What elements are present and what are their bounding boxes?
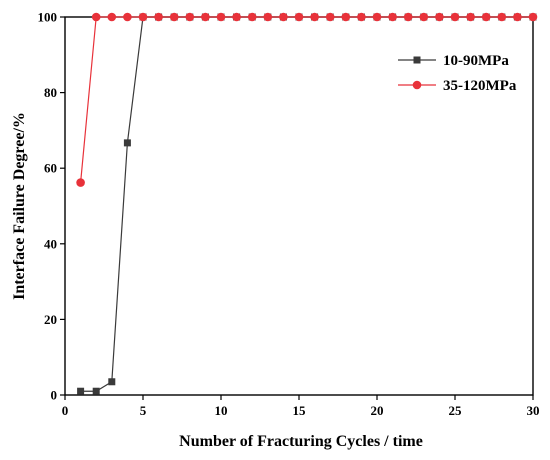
x-tick-label: 20 xyxy=(371,403,384,418)
data-point xyxy=(325,12,335,22)
data-point xyxy=(528,12,538,22)
data-point xyxy=(107,12,117,22)
data-point xyxy=(123,139,131,147)
data-point xyxy=(108,378,116,386)
y-axis: 0 20 40 60 80 100 xyxy=(38,10,65,403)
data-point xyxy=(201,12,210,22)
data-point xyxy=(232,12,241,22)
data-point xyxy=(263,12,273,22)
data-point xyxy=(310,12,319,22)
legend-item-10-90mpa: 10-90MPa xyxy=(398,53,509,69)
y-tick-label: 20 xyxy=(44,312,57,327)
y-axis-title: Interface Failure Degree/% xyxy=(11,112,28,300)
y-tick-label: 100 xyxy=(38,10,58,25)
x-tick-label: 0 xyxy=(62,403,69,418)
data-point xyxy=(169,12,179,22)
data-point xyxy=(466,12,475,22)
data-point xyxy=(154,12,163,22)
data-point xyxy=(419,12,429,22)
x-tick-label: 10 xyxy=(215,403,228,418)
series-35-120mpa xyxy=(76,12,538,187)
data-point xyxy=(216,12,226,22)
legend-label: 10-90MPa xyxy=(443,53,509,69)
x-tick-label: 5 xyxy=(140,403,147,418)
data-point xyxy=(91,12,101,22)
y-tick-label: 0 xyxy=(51,388,58,403)
y-tick-label: 40 xyxy=(44,236,57,251)
legend-label: 35-120MPa xyxy=(443,78,517,94)
series-line xyxy=(80,16,533,183)
data-point xyxy=(513,12,522,22)
x-tick-label: 25 xyxy=(449,403,463,418)
data-point xyxy=(403,12,413,22)
plot-frame xyxy=(64,16,534,396)
series-10-90mpa xyxy=(77,13,537,395)
data-point xyxy=(92,387,100,395)
data-point xyxy=(77,387,85,395)
legend: 10-90MPa 35-120MPa xyxy=(398,53,517,94)
x-axis: 0 5 10 15 20 25 30 xyxy=(62,395,540,418)
data-point xyxy=(185,12,195,22)
plot-border xyxy=(64,16,534,396)
y-tick-label: 60 xyxy=(44,161,57,176)
legend-marker xyxy=(413,56,421,64)
data-point xyxy=(435,12,444,22)
series-layer xyxy=(76,12,538,395)
data-point xyxy=(294,12,304,22)
data-point xyxy=(497,12,507,22)
y-tick-label: 80 xyxy=(44,85,57,100)
data-point xyxy=(279,12,288,22)
data-point xyxy=(481,12,491,22)
series-line xyxy=(80,16,533,392)
legend-marker xyxy=(412,80,422,90)
x-axis-title: Number of Fracturing Cycles / time xyxy=(179,433,423,450)
data-point xyxy=(341,12,351,22)
data-point xyxy=(138,12,148,22)
data-point xyxy=(372,12,382,22)
data-point xyxy=(357,12,366,22)
legend-item-35-120mpa: 35-120MPa xyxy=(398,78,517,94)
x-tick-label: 30 xyxy=(527,403,540,418)
x-tick-label: 15 xyxy=(293,403,307,418)
data-point xyxy=(247,12,257,22)
data-point xyxy=(450,12,460,22)
data-point xyxy=(123,12,132,22)
data-point xyxy=(388,12,397,22)
data-point xyxy=(76,178,85,187)
